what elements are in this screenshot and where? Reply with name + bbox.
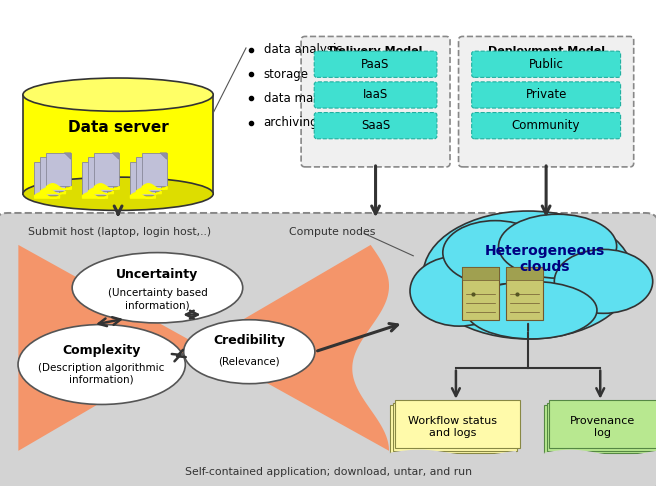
Text: Complexity: Complexity (62, 344, 141, 357)
Polygon shape (148, 162, 155, 168)
Bar (547, 402, 656, 451)
Polygon shape (160, 153, 167, 159)
Bar (136, 157, 161, 191)
Polygon shape (64, 153, 71, 159)
Ellipse shape (410, 256, 508, 326)
Ellipse shape (423, 211, 633, 339)
FancyBboxPatch shape (314, 82, 437, 108)
Bar (395, 400, 520, 448)
Polygon shape (52, 162, 59, 168)
Ellipse shape (18, 325, 186, 404)
Text: Data server: Data server (68, 120, 169, 135)
Bar (390, 405, 515, 453)
Text: Heterogeneous
clouds: Heterogeneous clouds (484, 244, 605, 274)
FancyBboxPatch shape (314, 51, 437, 77)
Text: SaaS: SaaS (361, 119, 390, 132)
Bar (88, 157, 113, 191)
Bar (393, 402, 518, 451)
Bar (94, 153, 119, 186)
FancyBboxPatch shape (314, 113, 437, 139)
Ellipse shape (554, 249, 653, 313)
FancyBboxPatch shape (459, 36, 634, 167)
Bar (142, 153, 167, 186)
Text: PaaS: PaaS (361, 58, 390, 71)
Text: Deployment Model: Deployment Model (487, 46, 605, 56)
Text: archiving: archiving (264, 116, 318, 129)
FancyBboxPatch shape (472, 82, 621, 108)
Ellipse shape (72, 253, 243, 323)
Bar (34, 162, 59, 195)
Text: Provenance
log: Provenance log (569, 417, 635, 438)
Text: data analysis: data analysis (264, 43, 342, 56)
Polygon shape (18, 245, 389, 451)
Text: (Uncertainty based
information): (Uncertainty based information) (108, 289, 207, 310)
Bar (46, 153, 71, 186)
Ellipse shape (23, 78, 213, 111)
FancyBboxPatch shape (472, 51, 621, 77)
Text: Submit host (laptop, login host,..): Submit host (laptop, login host,..) (28, 227, 211, 237)
Text: Uncertainty: Uncertainty (116, 268, 199, 281)
Bar (506, 267, 543, 280)
Text: (Relevance): (Relevance) (218, 356, 280, 366)
Text: Compute nodes: Compute nodes (289, 227, 375, 237)
Ellipse shape (23, 177, 213, 210)
Text: Workflow status
and logs: Workflow status and logs (408, 417, 497, 438)
FancyBboxPatch shape (301, 36, 450, 167)
Text: Self-contained application; download, untar, and run: Self-contained application; download, un… (184, 467, 472, 477)
Bar (506, 267, 543, 320)
Text: Delivery Model: Delivery Model (329, 46, 422, 56)
Ellipse shape (443, 221, 548, 285)
Bar (462, 267, 499, 280)
Text: (Description algorithmic
information): (Description algorithmic information) (39, 364, 165, 385)
Bar (462, 267, 499, 320)
Text: Community: Community (512, 119, 581, 132)
Polygon shape (58, 157, 65, 164)
Bar (82, 162, 107, 195)
Bar (130, 162, 155, 195)
Polygon shape (100, 162, 107, 168)
Text: storage: storage (264, 68, 309, 81)
Text: Public: Public (529, 58, 564, 71)
Text: data manipulation: data manipulation (264, 92, 372, 105)
Bar (544, 405, 656, 453)
Bar (40, 157, 65, 191)
Text: Credibility: Credibility (213, 334, 285, 347)
Bar (23, 95, 213, 194)
FancyBboxPatch shape (0, 213, 656, 486)
Bar (549, 400, 656, 448)
Polygon shape (106, 157, 113, 164)
Text: Private: Private (525, 88, 567, 102)
Ellipse shape (466, 281, 597, 339)
Ellipse shape (184, 320, 315, 383)
Text: IaaS: IaaS (363, 88, 388, 102)
Ellipse shape (499, 214, 617, 278)
FancyBboxPatch shape (472, 113, 621, 139)
Polygon shape (112, 153, 119, 159)
Polygon shape (154, 157, 161, 164)
FancyBboxPatch shape (10, 237, 397, 458)
